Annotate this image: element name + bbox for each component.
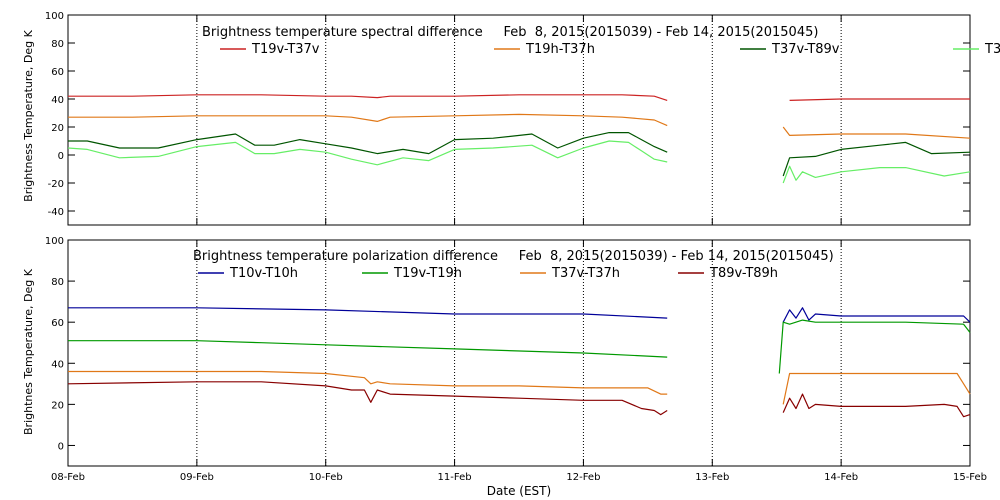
y-axis-label: Brightnes Temperature, Deg K: [22, 268, 35, 435]
series-line-t37h-t89h: [67, 140, 971, 184]
legend-label: T19h-T37h: [525, 42, 595, 57]
y-tick-label: 40: [51, 359, 64, 370]
legend-label: T37v-T37h: [551, 266, 620, 281]
panel-title: Brightness temperature spectral differen…: [202, 25, 818, 40]
x-tick-label: 14-Feb: [824, 472, 858, 483]
y-tick-label: 100: [45, 236, 64, 247]
panel-polarization: Brightness temperature polarization diff…: [22, 236, 971, 467]
y-tick-label: 60: [51, 318, 64, 329]
y-tick-label: 0: [58, 151, 64, 162]
y-tick-label: 80: [51, 39, 64, 50]
legend-label: T19v-T19h: [393, 266, 462, 281]
x-tick-label: 10-Feb: [309, 472, 343, 483]
legend-label: T89v-T89h: [709, 266, 778, 281]
series-line-t37v-t89v: [68, 132, 971, 177]
y-tick-label: -20: [48, 179, 64, 190]
y-tick-label: 60: [51, 67, 64, 78]
series-line-t19v-t19h: [68, 319, 971, 374]
series-line-t19v-t37v: [68, 94, 970, 101]
legend-label: T37h-T89h: [984, 42, 1000, 57]
y-tick-label: 0: [58, 441, 64, 452]
plot-frame: [67, 14, 971, 226]
panel-title: Brightness temperature polarization diff…: [193, 249, 834, 264]
series-line-t19h-t37h: [68, 113, 971, 139]
legend-label: T10v-T10h: [229, 266, 298, 281]
x-tick-label: 09-Feb: [180, 472, 214, 483]
y-tick-label: -40: [48, 207, 64, 218]
y-tick-label: 80: [51, 277, 64, 288]
y-tick-label: 100: [45, 11, 64, 22]
x-axis-label: Date (EST): [487, 484, 551, 498]
series-line-t10v-t10h: [68, 307, 971, 323]
series-line-t37v-t37h: [68, 370, 971, 405]
panel-spectral: Brightness temperature spectral differen…: [22, 11, 1000, 226]
x-tick-label: 15-Feb: [953, 472, 987, 483]
x-tick-label: 08-Feb: [51, 472, 85, 483]
y-tick-label: 20: [51, 123, 64, 134]
y-tick-label: 20: [51, 400, 64, 411]
x-tick-label: 11-Feb: [438, 472, 472, 483]
y-tick-label: 40: [51, 95, 64, 106]
series-line-t89v-t89h: [67, 381, 971, 418]
legend-label: T37v-T89v: [771, 42, 840, 57]
legend-label: T19v-T37v: [251, 42, 320, 57]
y-axis-label: Brightness Temperature, Deg K: [22, 29, 35, 201]
x-tick-label: 13-Feb: [695, 472, 729, 483]
plot-frame: [67, 239, 971, 467]
x-tick-label: 12-Feb: [566, 472, 600, 483]
